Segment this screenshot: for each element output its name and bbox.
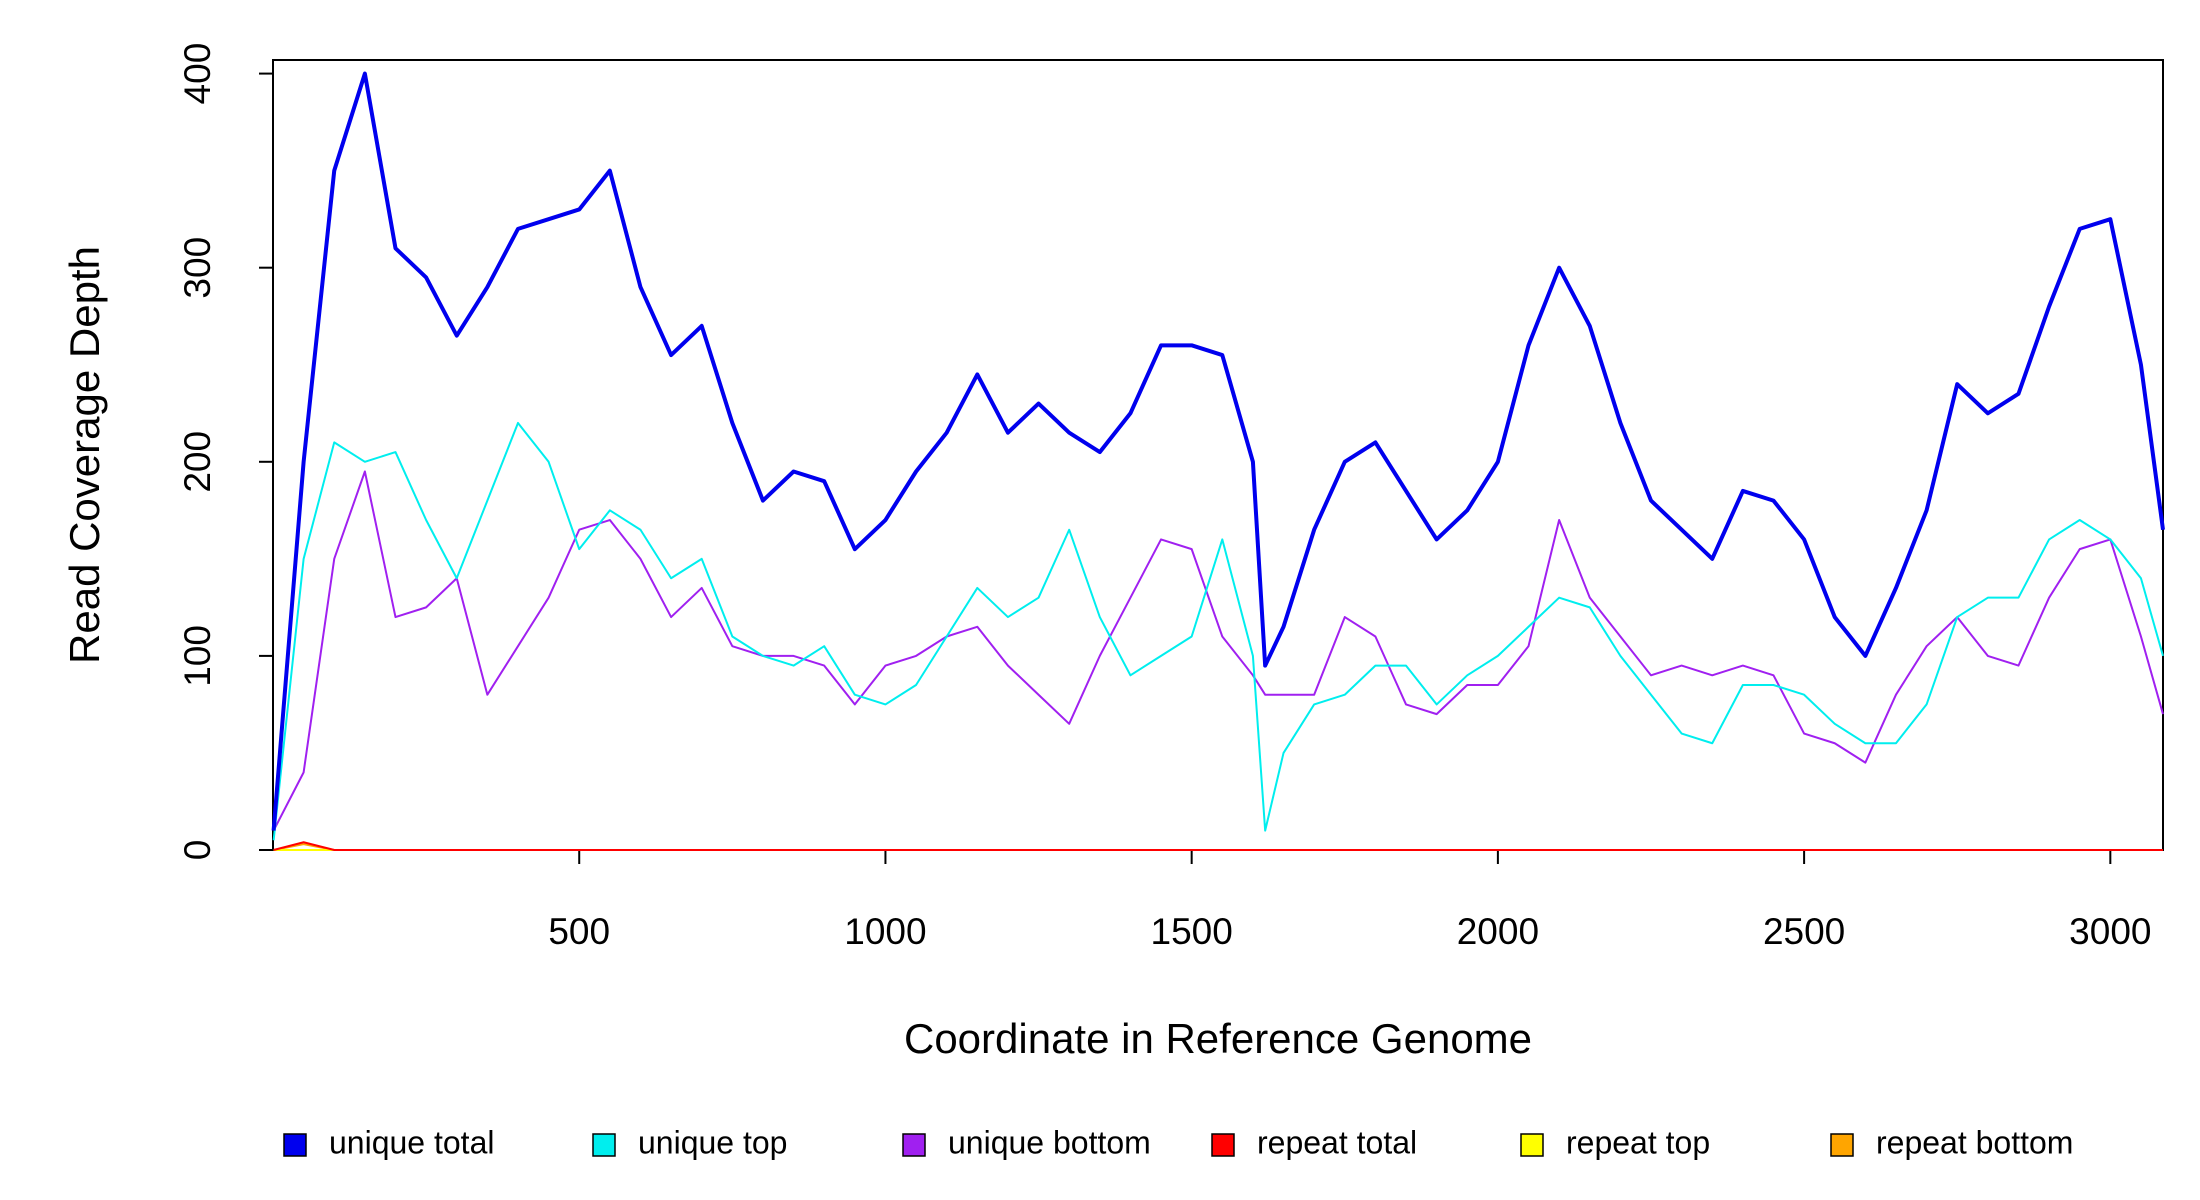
legend-swatch xyxy=(1520,1133,1544,1157)
x-tick-label: 500 xyxy=(548,911,610,952)
x-axis-title: Coordinate in Reference Genome xyxy=(904,1015,1532,1062)
legend-swatch xyxy=(1830,1133,1854,1157)
x-tick-label: 3000 xyxy=(2069,911,2151,952)
x-tick-label: 2000 xyxy=(1457,911,1539,952)
series-line xyxy=(271,71,2165,831)
legend-label: unique bottom xyxy=(948,1124,1151,1160)
legend-label: repeat top xyxy=(1566,1124,1710,1160)
legend-label: repeat bottom xyxy=(1876,1124,2073,1160)
legend-label: repeat total xyxy=(1257,1124,1417,1160)
x-tick-label: 2500 xyxy=(1763,911,1845,952)
y-tick-label: 300 xyxy=(177,237,218,299)
legend-swatch xyxy=(1211,1133,1235,1157)
x-tick-label: 1000 xyxy=(844,911,926,952)
y-axis-title: Read Coverage Depth xyxy=(61,246,108,664)
legend-swatch xyxy=(592,1133,616,1157)
series-line xyxy=(273,841,2163,851)
y-tick-label: 100 xyxy=(177,625,218,687)
legend-label: unique total xyxy=(329,1124,494,1160)
y-tick-label: 200 xyxy=(177,431,218,493)
y-tick-label: 0 xyxy=(177,840,218,861)
series-line xyxy=(272,421,2164,841)
legend-label: unique top xyxy=(638,1124,787,1160)
y-tick-label: 400 xyxy=(177,43,218,105)
series-line xyxy=(272,470,2164,832)
legend-swatch xyxy=(902,1133,926,1157)
legend-swatch xyxy=(283,1133,307,1157)
x-tick-label: 1500 xyxy=(1151,911,1233,952)
